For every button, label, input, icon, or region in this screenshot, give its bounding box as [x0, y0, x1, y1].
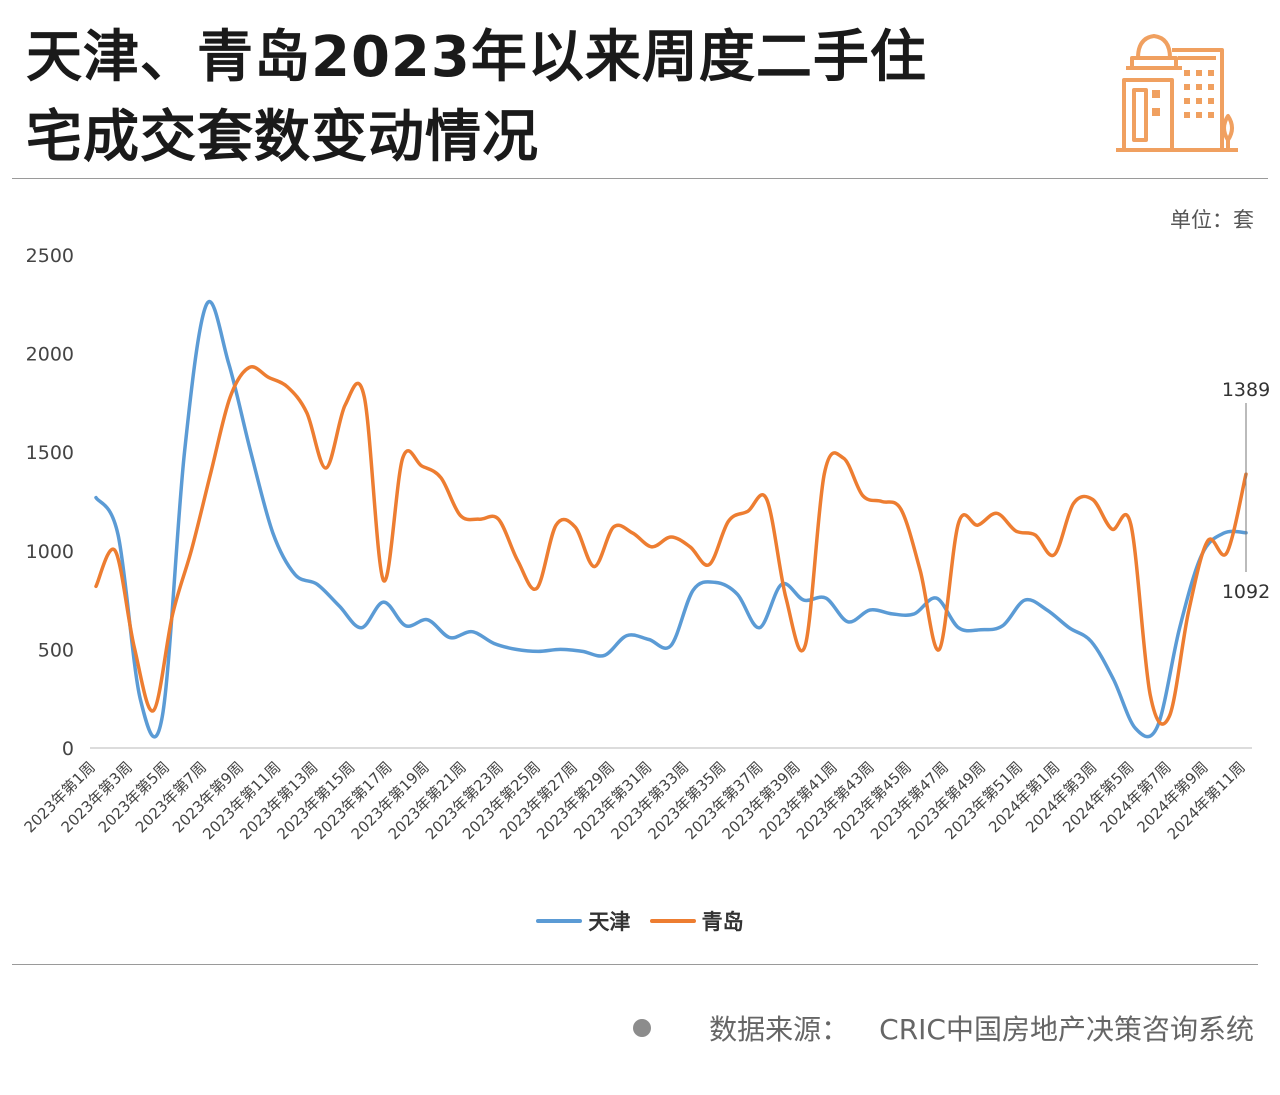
- series-line-qingdao: [94, 365, 1248, 726]
- source-note: 数据来源： CRIC中国房地产决策咨询系统: [633, 1008, 1254, 1048]
- y-tick-label: 0: [62, 738, 74, 760]
- unit-label: 单位：套: [1170, 208, 1254, 232]
- series-lines: [94, 299, 1248, 739]
- legend-swatch-qingdao: [649, 919, 696, 923]
- page-title-line2: 宅成交套数变动情况: [26, 105, 539, 170]
- y-tick-label: 2500: [26, 245, 74, 267]
- source-name: CRIC中国房地产决策咨询系统: [879, 1013, 1254, 1046]
- legend-label-tianjin: 天津: [588, 910, 631, 934]
- legend-swatch-tianjin: [536, 919, 583, 923]
- bullet-icon: [633, 1019, 652, 1037]
- chart-legend: 天津 青岛: [0, 904, 1280, 936]
- legend-item-qingdao: 青岛: [649, 906, 744, 936]
- legend-item-tianjin: 天津: [536, 906, 630, 936]
- bottom-divider: [12, 964, 1258, 965]
- end-label-tianjin: 1092: [1222, 581, 1270, 603]
- y-tick-label: 500: [38, 639, 74, 661]
- page-title-line1: 天津、青岛2023年以来周度二手住: [26, 25, 927, 90]
- source-label: 数据来源：: [709, 1013, 850, 1046]
- end-label-qingdao: 1389: [1222, 379, 1270, 401]
- city-buildings-icon: [1116, 34, 1238, 152]
- x-axis-ticks: 2023年第1周2023年第3周2023年第5周2023年第7周2023年第9周…: [21, 758, 1249, 843]
- y-tick-label: 1500: [26, 442, 74, 464]
- line-chart: 0 500 1000 1500 2000 2500 2023年第1周2023年第3周202…: [21, 245, 1271, 843]
- legend-label-qingdao: 青岛: [701, 910, 744, 934]
- y-tick-label: 2000: [26, 344, 74, 366]
- series-line-tianjin: [94, 299, 1248, 739]
- y-tick-label: 1000: [26, 541, 74, 563]
- end-labels: 1389 1092: [1222, 379, 1270, 603]
- top-divider: [12, 178, 1268, 179]
- y-axis-ticks: 0 500 1000 1500 2000 2500: [26, 245, 74, 760]
